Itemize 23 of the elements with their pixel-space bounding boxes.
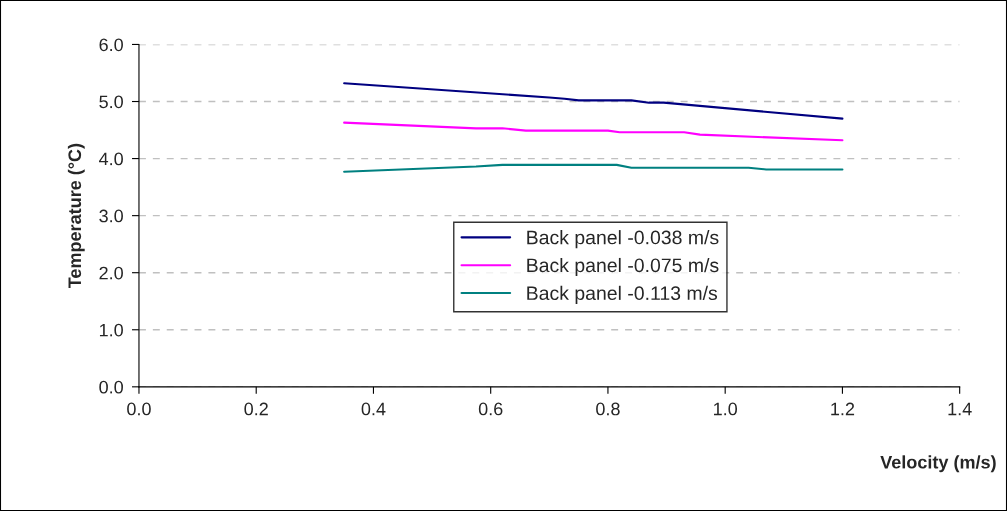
y-tick-label: 5.0 xyxy=(99,95,123,109)
y-axis-title: Temperature (°C) xyxy=(67,143,85,289)
legend-label: Back panel -0.038 m/s xyxy=(527,230,719,249)
x-tick-label: 0.6 xyxy=(478,402,503,416)
x-tick-label: 1.2 xyxy=(831,402,855,416)
x-tick-label: 1.0 xyxy=(714,402,738,416)
x-tick-label: 0.8 xyxy=(596,402,620,416)
line-series xyxy=(343,121,844,142)
x-tick-label: 0.0 xyxy=(127,402,151,416)
y-tick-label: 1.0 xyxy=(99,323,123,337)
y-tick-label: 0.0 xyxy=(99,380,123,394)
x-tick-label: 1.4 xyxy=(948,402,972,416)
legend-label: Back panel -0.075 m/s xyxy=(527,257,719,277)
x-tick-label: 0.2 xyxy=(244,402,268,416)
line-series xyxy=(343,82,844,120)
x-axis-title: Velocity (m/s) xyxy=(880,455,996,473)
y-tick-label: 6.0 xyxy=(99,38,123,52)
line-series xyxy=(343,163,844,173)
x-tick-label: 0.4 xyxy=(361,402,386,416)
y-tick-label: 4.0 xyxy=(99,152,123,166)
y-tick-label: 2.0 xyxy=(99,266,123,280)
y-tick-label: 3.0 xyxy=(99,209,123,223)
legend-label: Back panel -0.113 m/s xyxy=(527,285,718,304)
